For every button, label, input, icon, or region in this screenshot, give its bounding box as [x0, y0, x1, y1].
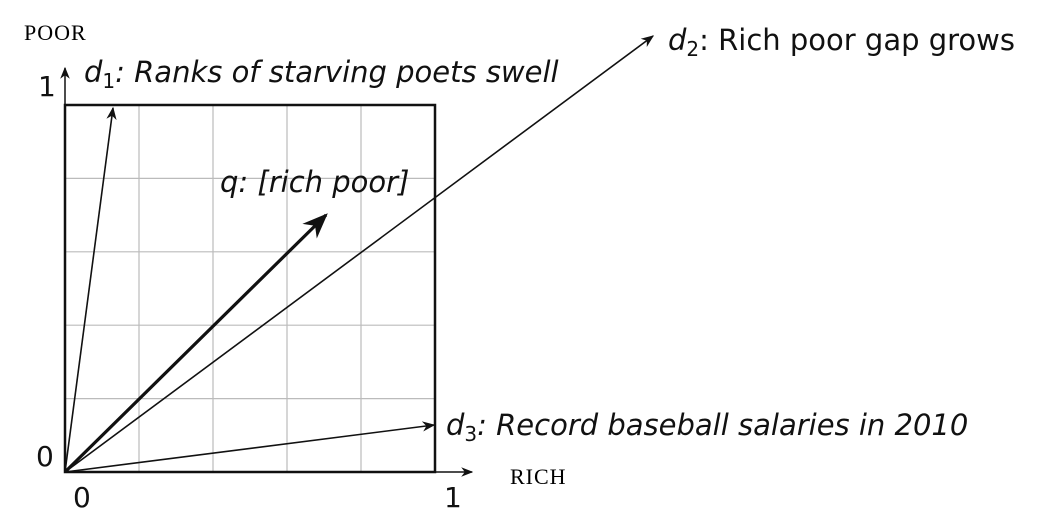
x-axis-title: RICH	[510, 464, 567, 489]
vector-label: d2: Rich poor gap grows	[668, 23, 1015, 61]
label: : Rich poor gap grows	[699, 23, 1015, 57]
label: : Ranks of starving poets swell	[115, 55, 558, 89]
subscript: 3	[464, 422, 477, 446]
symbol: d	[84, 55, 103, 89]
symbol: d	[668, 23, 687, 57]
symbol: q	[220, 165, 238, 199]
label: : [rich poor]	[238, 165, 409, 199]
query-arrow	[63, 213, 328, 474]
label: : Record baseball salaries in 2010	[477, 408, 968, 442]
vector-arrow	[64, 106, 117, 473]
y-max-label: 1	[38, 70, 56, 103]
vector-arrow	[64, 35, 655, 473]
subscript: 1	[102, 69, 115, 93]
x-max-label: 1	[444, 481, 462, 514]
symbol: d	[446, 408, 465, 442]
vector-label: d1: Ranks of starving poets swell	[84, 55, 559, 93]
query-label: q: [rich poor]	[220, 165, 409, 199]
grid	[65, 105, 435, 472]
subscript: 2	[686, 37, 699, 61]
y-min-label: 0	[36, 440, 54, 473]
y-axis-title: POOR	[24, 20, 87, 45]
vector-arrow	[64, 421, 436, 473]
vector-label: d3: Record baseball salaries in 2010	[446, 408, 968, 446]
x-min-label: 0	[73, 481, 91, 514]
